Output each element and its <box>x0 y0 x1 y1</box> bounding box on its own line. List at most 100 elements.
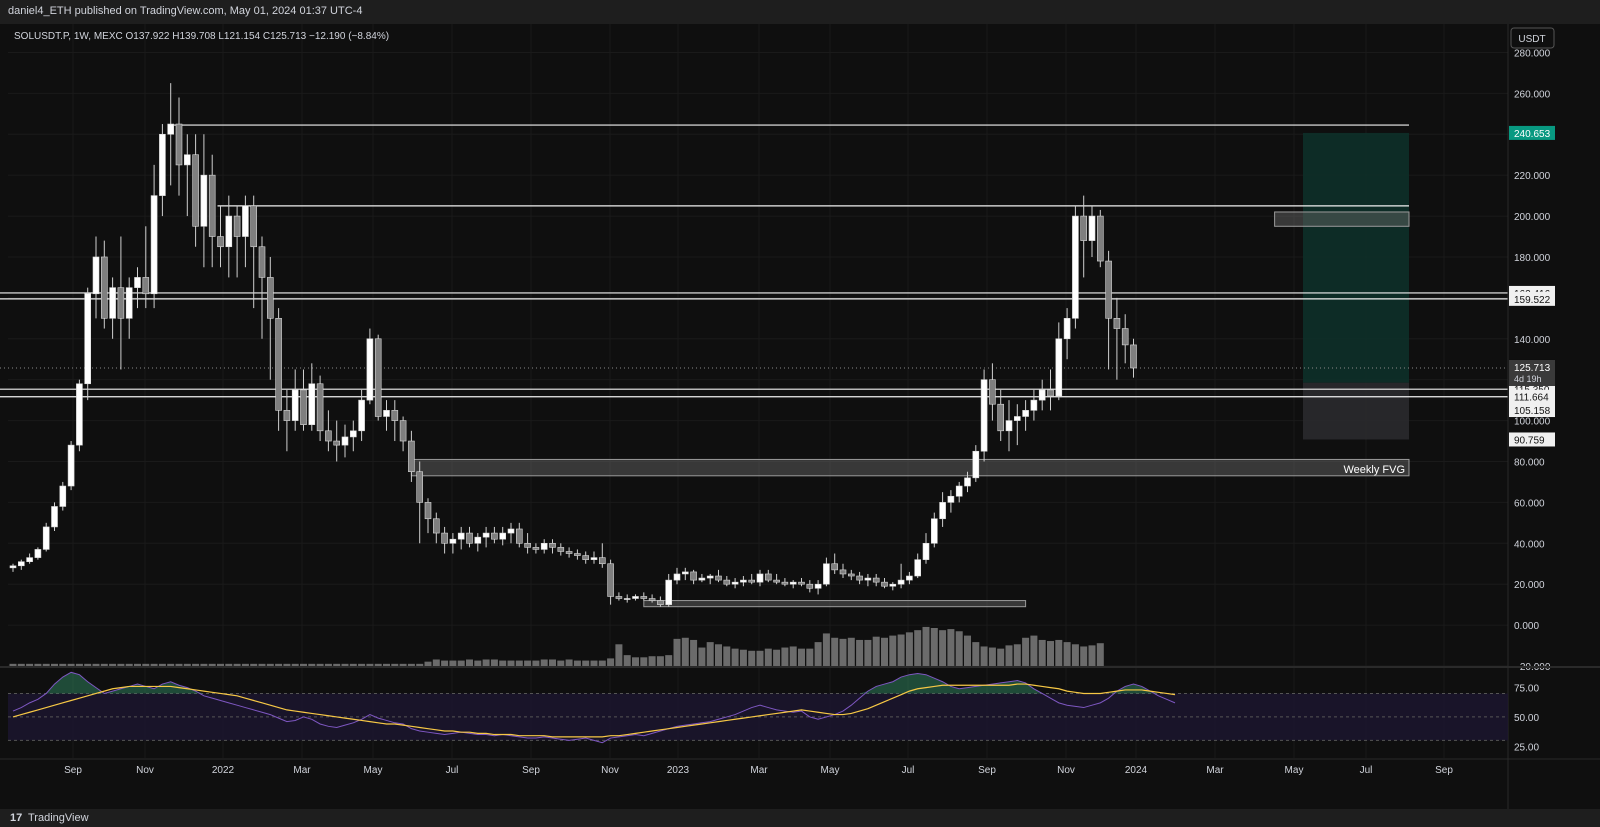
level-price-label: 90.759 <box>1514 435 1545 446</box>
candle-body <box>897 579 905 585</box>
volume-bar <box>773 649 781 666</box>
candle-body <box>325 430 332 442</box>
volume-bar <box>67 663 75 666</box>
volume-bar <box>565 659 573 666</box>
candle-body <box>134 277 141 288</box>
volume-bar <box>781 647 789 666</box>
candle-body <box>366 338 374 401</box>
volume-bar <box>590 660 598 666</box>
candle-body <box>316 383 324 432</box>
time-tick-label: Mar <box>293 765 311 776</box>
volume-bar <box>947 629 955 666</box>
candle-body <box>258 246 266 278</box>
volume-bar <box>997 648 1005 666</box>
volume-bar <box>283 663 291 666</box>
candle-body <box>839 569 847 575</box>
volume-bar <box>1030 635 1038 666</box>
candle-body <box>615 596 623 599</box>
candle-body <box>76 383 83 446</box>
volume-bar <box>806 648 814 666</box>
candle-body <box>823 563 830 585</box>
volume-bar <box>275 663 283 666</box>
level-price-label-bg <box>1509 432 1555 447</box>
candle-body <box>374 338 382 417</box>
price-chart[interactable]: Weekly FVG280.000260.000240.000220.00020… <box>0 24 1600 809</box>
candle-body <box>242 205 249 237</box>
level-price-label: 111.664 <box>1514 393 1549 404</box>
candle-body <box>159 133 166 196</box>
candle-body <box>582 555 590 560</box>
volume-bar <box>656 656 664 666</box>
candle-body <box>499 532 507 540</box>
volume-bar <box>217 663 224 666</box>
rsi-tick-label: 75.00 <box>1514 684 1539 695</box>
volume-bar <box>1038 639 1046 666</box>
price-tick-label: 280.000 <box>1514 48 1551 59</box>
candle-body <box>756 573 764 583</box>
volume-bar <box>449 660 457 666</box>
candle-body <box>1030 399 1038 411</box>
candle-body <box>51 506 58 528</box>
volume-bar <box>300 663 307 666</box>
price-tick-label: 100.000 <box>1514 417 1551 428</box>
publish-header: daniel4_ETH published on TradingView.com… <box>0 0 1600 24</box>
volume-bar <box>939 630 947 666</box>
volume-bar <box>125 663 133 666</box>
candle-body <box>275 318 282 411</box>
candle-body <box>681 571 689 575</box>
volume-bar <box>1063 642 1071 666</box>
volume-bar <box>51 663 58 666</box>
candle-body <box>150 195 158 295</box>
volume-bar <box>34 663 42 666</box>
volume-bar <box>623 655 631 666</box>
candle-body <box>1055 338 1063 397</box>
time-tick-label: Nov <box>601 765 619 776</box>
candle-body <box>748 579 756 583</box>
volume-bar <box>175 663 183 666</box>
zone-rect <box>1274 211 1410 227</box>
time-tick-label: 2024 <box>1125 765 1148 776</box>
time-tick-label: Jul <box>446 765 459 776</box>
volume-bar <box>798 648 805 666</box>
volume-bar <box>399 663 407 666</box>
volume-bar <box>889 635 897 666</box>
rsi-tick-label: 25.00 <box>1514 742 1539 753</box>
volume-bar <box>831 637 839 666</box>
volume-bar <box>233 663 241 666</box>
candle-body <box>42 526 50 550</box>
currency-button <box>1510 27 1555 49</box>
rsi-ma-line <box>12 683 1176 738</box>
volume-bar <box>814 642 822 666</box>
candle-body <box>466 532 473 544</box>
candle-body <box>872 577 880 583</box>
volume-bar <box>980 646 988 666</box>
candle-body <box>507 528 515 534</box>
volume-bar <box>607 658 615 666</box>
candle-body <box>208 174 216 237</box>
time-tick-label: Nov <box>1057 765 1075 776</box>
candle-body <box>200 174 208 227</box>
volume-bar <box>955 631 963 666</box>
volume-bar <box>690 639 698 666</box>
volume-bar <box>524 660 532 666</box>
candle-body <box>632 596 639 599</box>
volume-bar <box>26 663 34 666</box>
volume-bar <box>549 659 556 666</box>
tradingview-logo-icon: 17 <box>10 812 23 824</box>
candle-body <box>607 563 614 597</box>
time-tick-label: Sep <box>522 765 540 776</box>
volume-bar <box>515 660 523 666</box>
candle-body <box>715 575 722 581</box>
volume-bar <box>142 663 150 666</box>
candle-body <box>1063 318 1071 340</box>
candle-body <box>92 256 100 295</box>
current-price-bg <box>1509 359 1555 386</box>
volume-bar <box>407 663 415 666</box>
candle-body <box>773 579 780 583</box>
volume-bar <box>748 650 756 666</box>
candle-body <box>1121 328 1129 346</box>
volume-bar <box>324 663 332 666</box>
candle-body <box>109 287 116 319</box>
level-price-label-bg <box>1509 291 1555 306</box>
volume-bar <box>134 663 141 666</box>
